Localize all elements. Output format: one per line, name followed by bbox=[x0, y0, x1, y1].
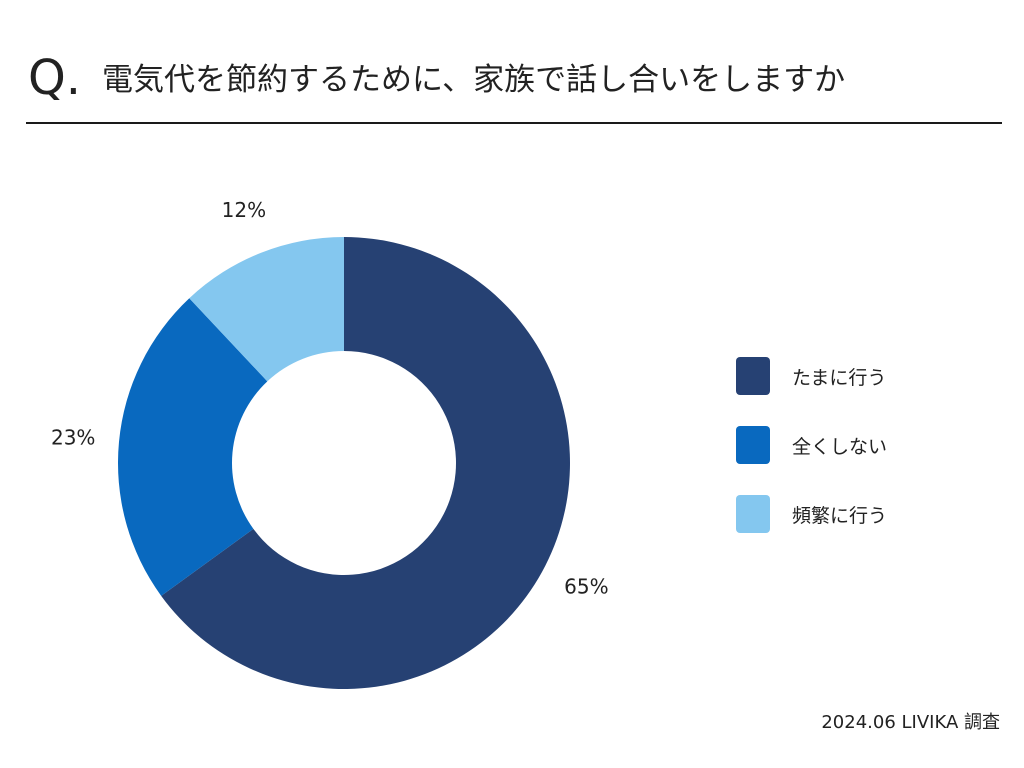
legend-item-frequently: 頻繁に行う bbox=[736, 494, 887, 534]
legend-swatch bbox=[736, 426, 770, 464]
slice-never bbox=[117, 298, 268, 596]
legend-item-occasionally: たまに行う bbox=[736, 356, 887, 396]
slice-occasionally bbox=[161, 237, 570, 689]
chart-title: 電気代を節約するために、家族で話し合いをしますか bbox=[102, 62, 846, 98]
data-label: 23% bbox=[51, 425, 95, 449]
legend-swatch bbox=[736, 357, 770, 395]
legend-label: 頻繁に行う bbox=[792, 504, 888, 527]
legend-item-never: 全くしない bbox=[736, 425, 887, 465]
legend-swatch bbox=[736, 495, 770, 533]
source-note: 2024.06 LIVIKA 調査 bbox=[821, 712, 1000, 733]
chart-legend: たまに行う 全くしない 頻繁に行う bbox=[736, 356, 887, 563]
data-label: 65% bbox=[564, 574, 608, 598]
data-label: 12% bbox=[222, 198, 266, 222]
chart-header: Q. 電気代を節約するために、家族で話し合いをしますか bbox=[28, 48, 1000, 118]
legend-label: 全くしない bbox=[792, 435, 888, 458]
question-mark-label: Q. bbox=[28, 50, 82, 106]
legend-label: たまに行う bbox=[792, 366, 887, 389]
slice-frequently bbox=[189, 237, 344, 382]
title-divider bbox=[26, 122, 1002, 124]
